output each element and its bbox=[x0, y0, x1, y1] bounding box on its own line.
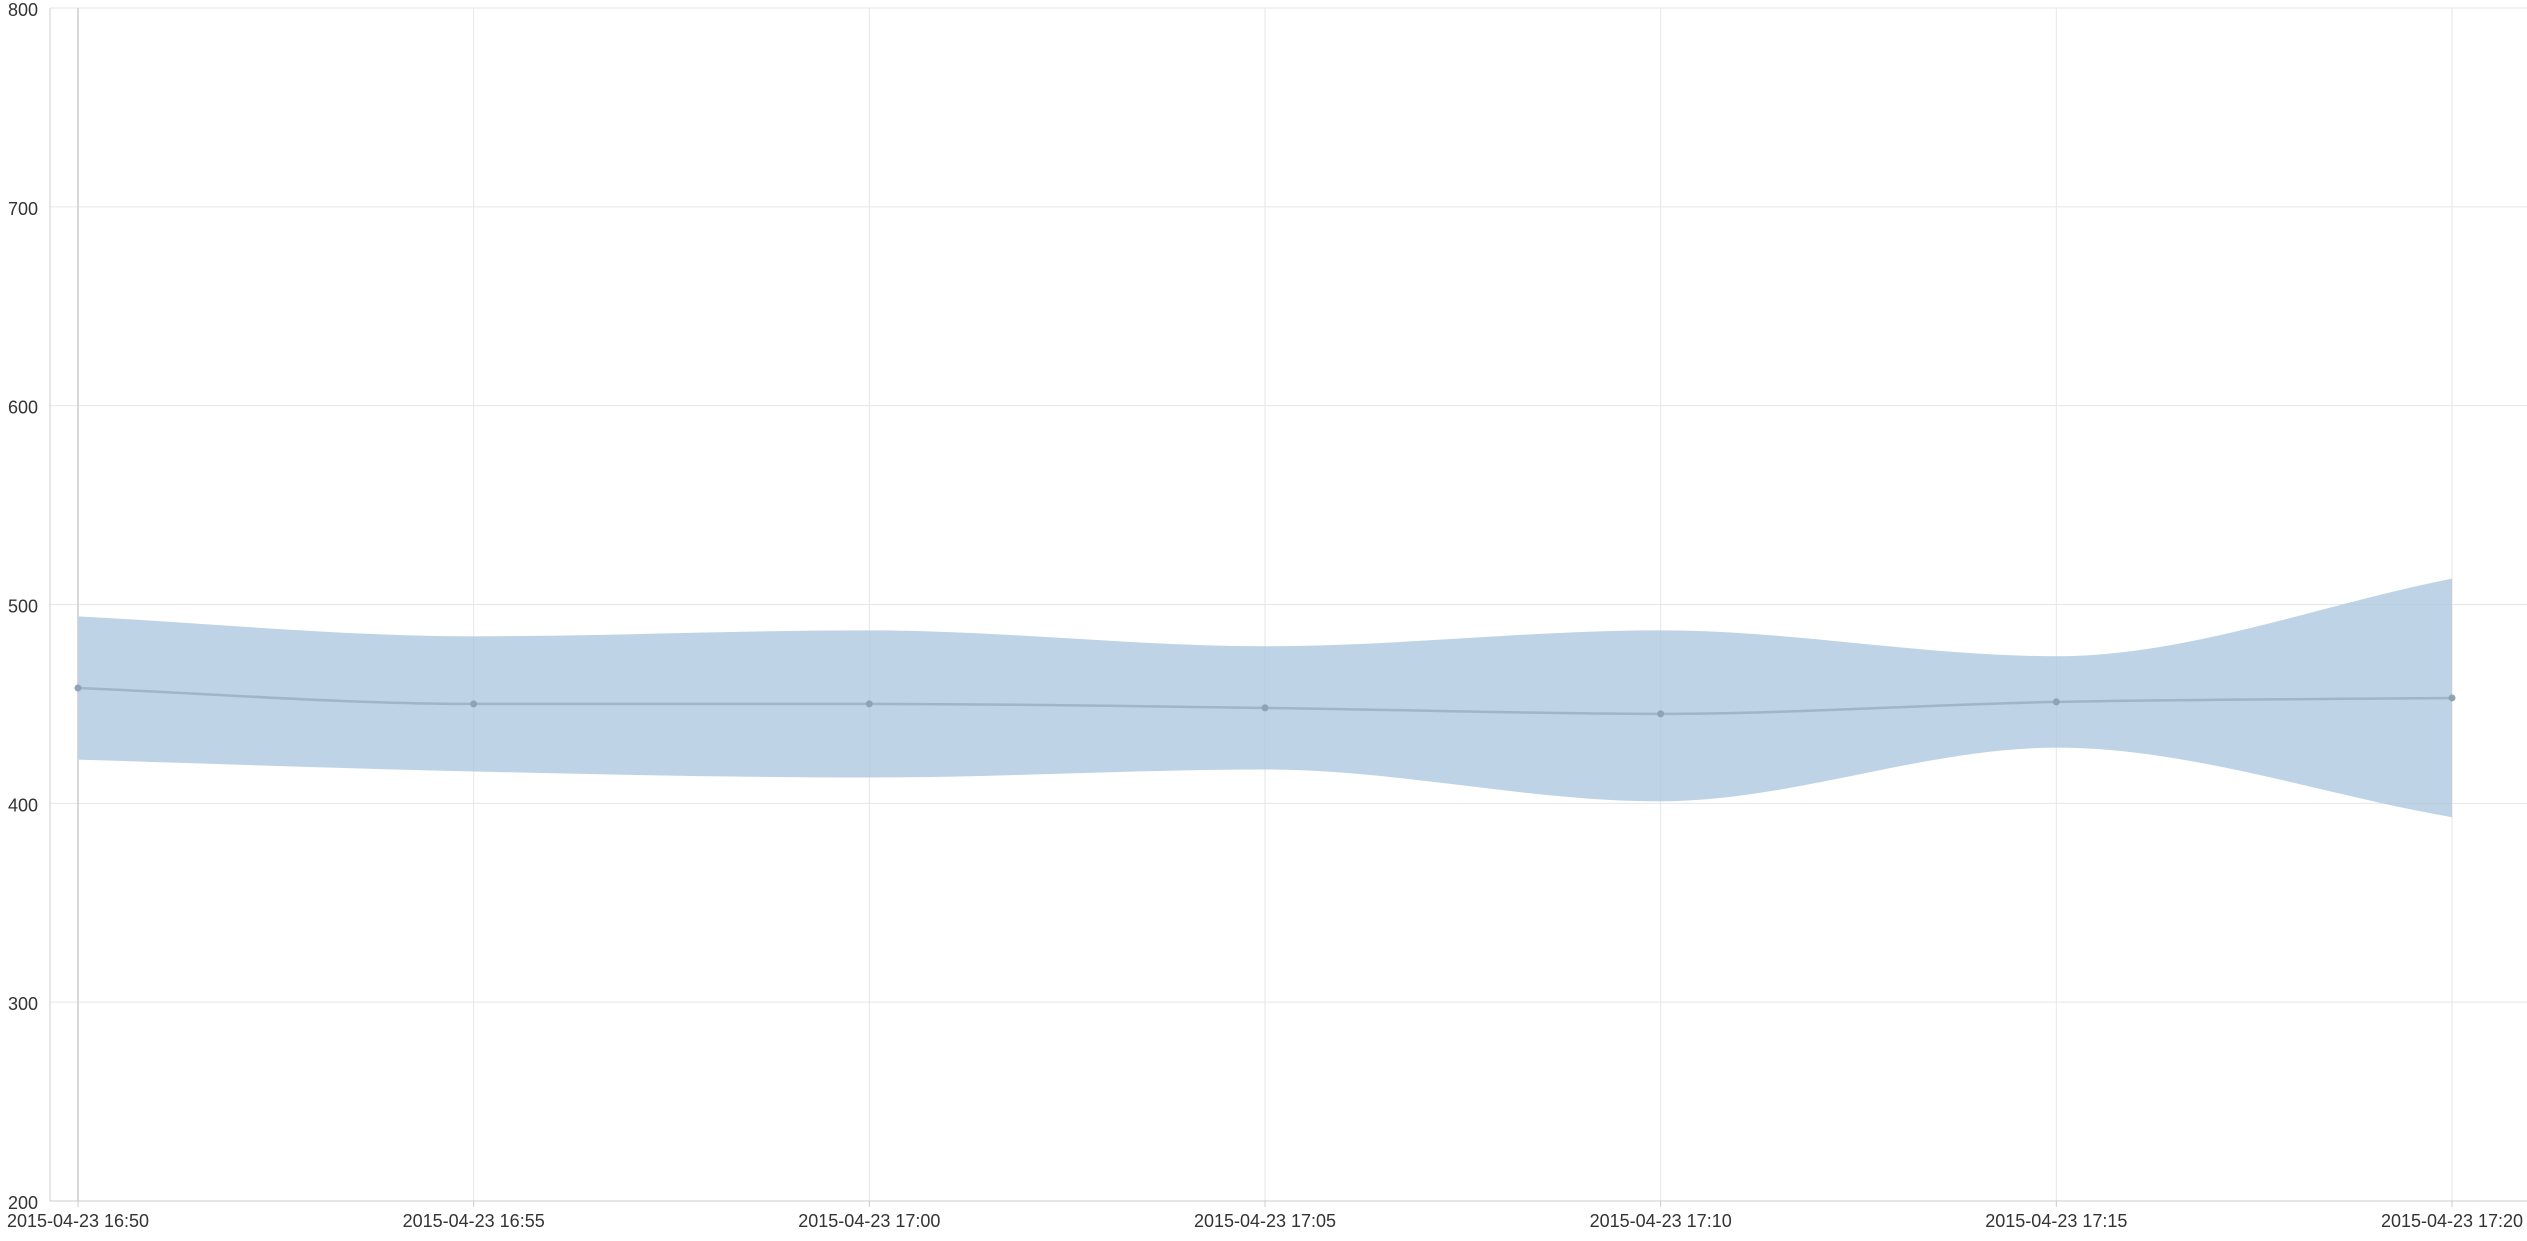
data-point bbox=[865, 700, 873, 708]
x-tick-label: 2015-04-23 16:55 bbox=[403, 1211, 545, 1231]
y-tick-label: 200 bbox=[8, 1193, 38, 1213]
data-point bbox=[2052, 698, 2060, 706]
y-tick-label: 300 bbox=[8, 994, 38, 1014]
axis-layer bbox=[49, 8, 2527, 1202]
data-point bbox=[2448, 694, 2456, 702]
confidence-band bbox=[78, 578, 2452, 818]
data-point bbox=[74, 684, 82, 692]
x-tick-labels: 2015-04-23 16:50 2015-04-23 16:55 2015-04-… bbox=[7, 1211, 2523, 1231]
x-tick-label: 2015-04-23 17:20 bbox=[2381, 1211, 2523, 1231]
band-layer bbox=[78, 578, 2452, 818]
grid-layer bbox=[50, 7, 2527, 1207]
x-tick-label: 2015-04-23 17:00 bbox=[798, 1211, 940, 1231]
y-tick-label: 800 bbox=[8, 0, 38, 20]
y-tick-label: 600 bbox=[8, 398, 38, 418]
y-tick-label: 500 bbox=[8, 597, 38, 617]
x-tick-label: 2015-04-23 17:15 bbox=[1985, 1211, 2127, 1231]
point-layer bbox=[74, 684, 2456, 718]
y-tick-label: 400 bbox=[8, 795, 38, 815]
x-tick-label: 2015-04-23 16:50 bbox=[7, 1211, 149, 1231]
x-tick-label: 2015-04-23 17:10 bbox=[1590, 1211, 1732, 1231]
data-point bbox=[1261, 704, 1269, 712]
data-point bbox=[1657, 710, 1665, 718]
y-tick-labels: 200 300 400 500 600 700 800 bbox=[8, 0, 38, 1213]
x-tick-label: 2015-04-23 17:05 bbox=[1194, 1211, 1336, 1231]
data-point bbox=[470, 700, 478, 708]
y-tick-label: 700 bbox=[8, 199, 38, 219]
